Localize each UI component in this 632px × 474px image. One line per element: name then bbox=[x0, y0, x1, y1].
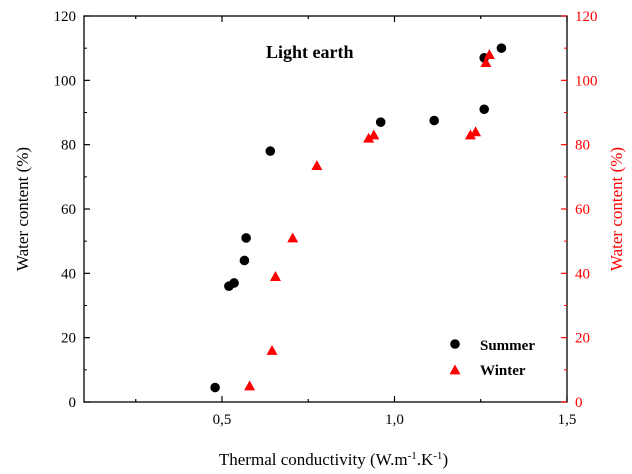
data-point-winter bbox=[470, 126, 482, 137]
y-tick-label-left: 80 bbox=[61, 138, 76, 154]
data-points bbox=[210, 43, 507, 393]
x-axis-title-main: Thermal conductivity (W.m bbox=[219, 450, 408, 469]
data-point-summer bbox=[496, 43, 507, 53]
axis-ticks bbox=[84, 15, 568, 403]
y-tick-label-left: 100 bbox=[54, 73, 77, 89]
y-tick-label-left: 120 bbox=[54, 9, 77, 25]
data-point-winter bbox=[266, 345, 278, 355]
data-point-winter bbox=[244, 380, 256, 391]
tick-labels: 0 0 20 20 40 40 60 60 80 80 100 100 120 120 0,5 1,0 1,5 bbox=[54, 9, 598, 428]
data-point-winter bbox=[368, 129, 380, 140]
data-point-summer bbox=[479, 104, 490, 115]
x-axis-title-end: ) bbox=[442, 450, 448, 469]
y-tick-label-right: 100 bbox=[575, 73, 598, 89]
data-point-summer bbox=[239, 255, 250, 266]
y-tick-label-left: 0 bbox=[69, 395, 77, 411]
legend-marker-summer bbox=[450, 339, 460, 349]
y-tick-label-left: 60 bbox=[61, 202, 76, 218]
y-tick-label-right: 20 bbox=[575, 331, 590, 347]
legend: Summer Winter bbox=[449, 338, 535, 379]
x-tick-label: 1,5 bbox=[558, 412, 577, 428]
x-axis-title-sup1: -1 bbox=[408, 450, 417, 462]
y-tick-label-left: 40 bbox=[61, 266, 76, 282]
y-tick-label-right: 120 bbox=[575, 9, 598, 25]
legend-label-summer: Summer bbox=[480, 338, 535, 354]
y-tick-label-left: 20 bbox=[61, 331, 76, 347]
data-point-winter bbox=[483, 49, 495, 59]
data-point-summer bbox=[265, 146, 276, 156]
data-point-summer bbox=[210, 382, 220, 393]
x-tick-label: 1,0 bbox=[385, 412, 404, 428]
legend-label-winter: Winter bbox=[480, 363, 526, 379]
y-tick-label-right: 60 bbox=[575, 202, 590, 218]
y-tick-label-right: 40 bbox=[575, 266, 590, 282]
data-point-winter bbox=[311, 160, 323, 170]
y-axis-title-right: Water content (%) bbox=[607, 147, 626, 271]
y-tick-label-right: 0 bbox=[575, 395, 583, 411]
data-point-winter bbox=[480, 57, 492, 68]
data-point-summer bbox=[429, 115, 439, 126]
data-point-winter bbox=[287, 232, 299, 243]
legend-marker-winter bbox=[449, 364, 461, 375]
data-point-winter bbox=[269, 271, 281, 281]
chart-title: Light earth bbox=[266, 42, 354, 62]
x-axis-title: Thermal conductivity (W.m-1.K-1) bbox=[219, 450, 448, 469]
x-axis-title-sup2: -1 bbox=[433, 450, 442, 462]
y-tick-label-right: 80 bbox=[575, 138, 590, 154]
data-point-summer bbox=[375, 117, 386, 127]
data-point-summer bbox=[241, 233, 251, 243]
x-axis-title-mid: .K bbox=[417, 450, 434, 469]
data-point-winter bbox=[464, 129, 476, 140]
x-tick-label: 0,5 bbox=[213, 412, 232, 428]
y-axis-title-left: Water content (%) bbox=[13, 147, 32, 271]
data-point-summer bbox=[229, 278, 239, 288]
data-point-winter bbox=[363, 132, 375, 143]
